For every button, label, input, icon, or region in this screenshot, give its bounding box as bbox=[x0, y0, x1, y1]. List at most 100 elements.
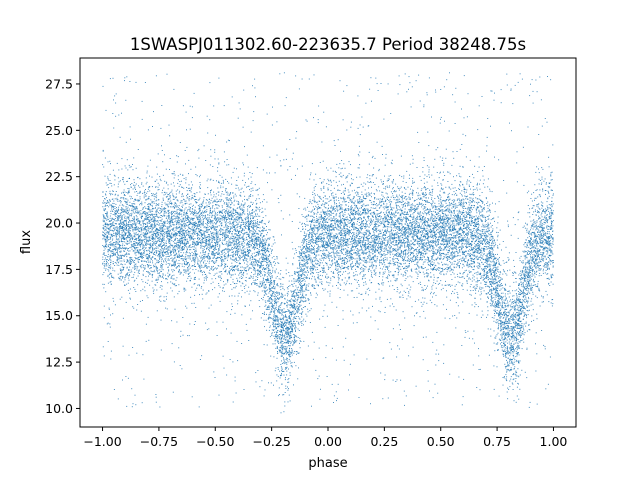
data-point bbox=[335, 359, 337, 361]
data-point bbox=[255, 232, 257, 234]
data-point bbox=[494, 281, 496, 283]
data-point bbox=[309, 267, 311, 269]
data-point bbox=[370, 218, 372, 220]
data-point bbox=[441, 271, 442, 273]
data-point bbox=[547, 265, 548, 267]
data-point bbox=[215, 261, 217, 263]
data-point bbox=[488, 214, 490, 216]
data-point bbox=[268, 238, 270, 240]
data-point bbox=[194, 278, 196, 280]
data-point bbox=[123, 197, 125, 199]
data-point bbox=[182, 256, 184, 257]
data-point bbox=[439, 210, 441, 212]
data-point bbox=[226, 273, 228, 275]
data-point bbox=[103, 221, 105, 223]
data-point bbox=[531, 276, 533, 277]
data-point bbox=[207, 132, 209, 134]
data-point bbox=[497, 259, 499, 260]
data-point bbox=[411, 257, 413, 259]
data-point bbox=[208, 223, 210, 224]
data-point bbox=[528, 296, 529, 298]
data-point bbox=[160, 211, 162, 213]
data-point bbox=[385, 231, 387, 233]
data-point bbox=[202, 257, 204, 258]
data-point bbox=[376, 215, 378, 217]
data-point bbox=[517, 305, 519, 307]
data-point bbox=[150, 211, 152, 213]
data-point bbox=[104, 209, 106, 210]
data-point bbox=[411, 243, 413, 245]
data-point bbox=[138, 192, 140, 194]
data-point bbox=[538, 287, 540, 289]
data-point bbox=[281, 372, 282, 374]
data-point bbox=[181, 248, 183, 250]
data-point bbox=[478, 250, 480, 252]
data-point bbox=[542, 237, 544, 239]
data-point bbox=[479, 213, 480, 215]
data-point bbox=[236, 200, 238, 202]
data-point bbox=[312, 268, 314, 269]
data-point bbox=[504, 363, 506, 365]
data-point bbox=[402, 218, 404, 220]
data-point bbox=[118, 244, 120, 245]
data-point bbox=[313, 264, 315, 266]
data-point bbox=[462, 220, 464, 222]
data-point bbox=[509, 329, 511, 331]
data-point bbox=[250, 255, 252, 257]
data-point bbox=[488, 233, 490, 235]
data-point bbox=[123, 225, 125, 226]
data-point bbox=[362, 245, 364, 247]
data-point bbox=[142, 244, 144, 246]
data-point bbox=[338, 233, 340, 235]
data-point bbox=[369, 289, 371, 291]
data-point bbox=[373, 260, 375, 262]
data-point bbox=[109, 242, 111, 244]
data-point bbox=[119, 204, 121, 206]
data-point bbox=[158, 239, 160, 241]
data-point bbox=[236, 251, 238, 253]
data-point bbox=[435, 225, 437, 226]
data-point bbox=[234, 287, 236, 289]
data-point bbox=[227, 226, 229, 228]
data-point bbox=[327, 169, 329, 171]
data-point bbox=[323, 268, 325, 270]
data-point bbox=[249, 211, 250, 213]
data-point bbox=[551, 203, 553, 205]
data-point bbox=[492, 237, 494, 239]
data-point bbox=[476, 286, 478, 288]
data-point bbox=[257, 294, 259, 296]
data-point bbox=[299, 297, 301, 299]
data-point bbox=[414, 300, 416, 302]
data-point bbox=[205, 252, 206, 254]
data-point bbox=[434, 233, 436, 235]
data-point bbox=[193, 217, 195, 219]
data-point bbox=[488, 246, 490, 248]
data-point bbox=[177, 220, 179, 222]
data-point bbox=[311, 331, 313, 333]
data-point bbox=[323, 211, 325, 213]
data-point bbox=[282, 311, 284, 313]
data-point bbox=[441, 209, 443, 211]
data-point bbox=[378, 251, 379, 253]
data-point bbox=[279, 286, 281, 288]
data-point bbox=[158, 207, 160, 209]
data-point bbox=[304, 246, 306, 248]
data-point bbox=[409, 254, 411, 256]
data-point bbox=[354, 236, 355, 238]
data-point bbox=[528, 231, 530, 233]
data-point bbox=[421, 219, 423, 221]
data-point bbox=[518, 284, 520, 286]
data-point bbox=[117, 229, 118, 231]
data-point bbox=[353, 228, 355, 230]
data-point bbox=[351, 269, 353, 270]
data-point bbox=[492, 228, 494, 230]
data-point bbox=[446, 271, 448, 273]
data-point bbox=[400, 155, 402, 157]
data-point bbox=[443, 239, 444, 240]
data-point bbox=[147, 198, 149, 200]
data-point bbox=[496, 295, 498, 297]
data-point bbox=[378, 243, 380, 244]
data-point bbox=[425, 212, 427, 214]
data-point bbox=[434, 264, 436, 266]
data-point bbox=[229, 215, 231, 217]
